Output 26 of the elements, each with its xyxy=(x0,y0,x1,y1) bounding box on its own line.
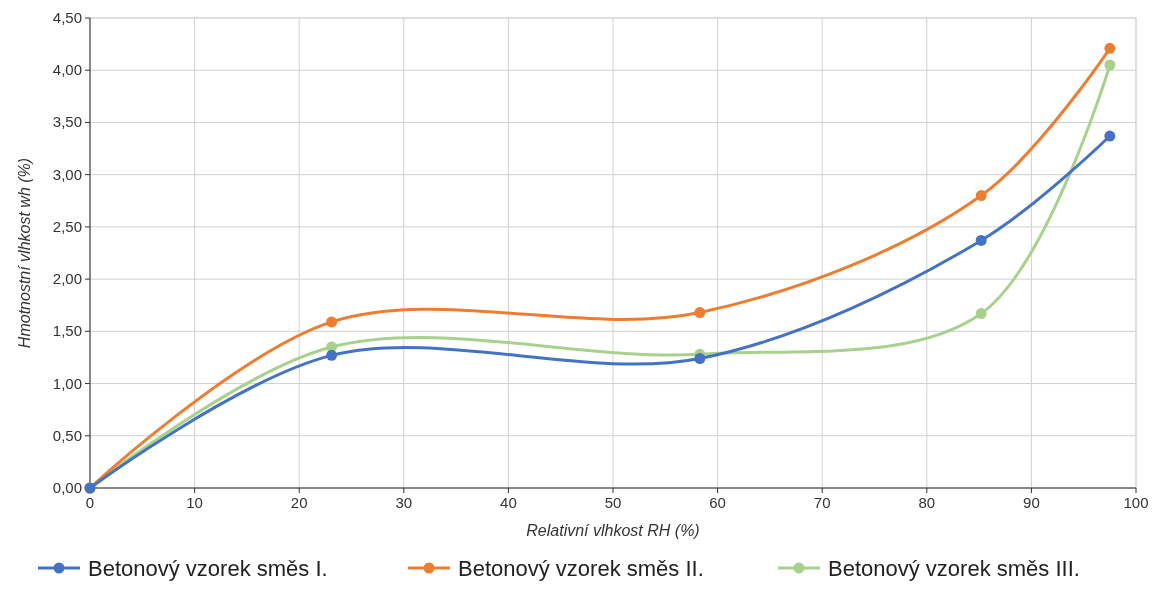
y-tick-label: 3,50 xyxy=(52,113,82,131)
y-tick-label: 3,00 xyxy=(52,165,82,183)
legend-label: Betonový vzorek směs II. xyxy=(458,556,704,581)
x-tick-label: 80 xyxy=(918,494,936,511)
y-tick-label: 4,50 xyxy=(52,9,82,26)
legend-label: Betonový vzorek směs I. xyxy=(88,556,328,581)
y-axis-title: Hmotnostní vlhkost wh (%) xyxy=(16,157,33,349)
x-tick-label: 100 xyxy=(1123,494,1149,511)
legend-label: Betonový vzorek směs III. xyxy=(828,556,1080,581)
y-tick-label: 1,00 xyxy=(52,374,82,392)
x-tick-label: 60 xyxy=(709,494,726,511)
y-tick-label: 4,00 xyxy=(52,61,82,79)
x-tick-label: 10 xyxy=(186,494,203,511)
x-tick-label: 90 xyxy=(1023,494,1040,511)
x-axis-title: Relativní vlhkost RH (%) xyxy=(526,522,700,539)
y-tick-label: 1,50 xyxy=(52,322,82,340)
y-tick-label: 2,00 xyxy=(52,270,82,288)
x-tick-label: 40 xyxy=(500,494,517,511)
x-tick-label: 70 xyxy=(813,494,831,511)
x-tick-label: 30 xyxy=(395,494,413,511)
y-tick-label: 0,00 xyxy=(52,479,82,496)
y-tick-label: 0,50 xyxy=(52,426,82,444)
x-tick-label: 0 xyxy=(85,494,95,511)
y-tick-label: 2,50 xyxy=(52,217,82,235)
x-tick-label: 20 xyxy=(290,494,308,511)
x-tick-label: 50 xyxy=(604,494,622,511)
